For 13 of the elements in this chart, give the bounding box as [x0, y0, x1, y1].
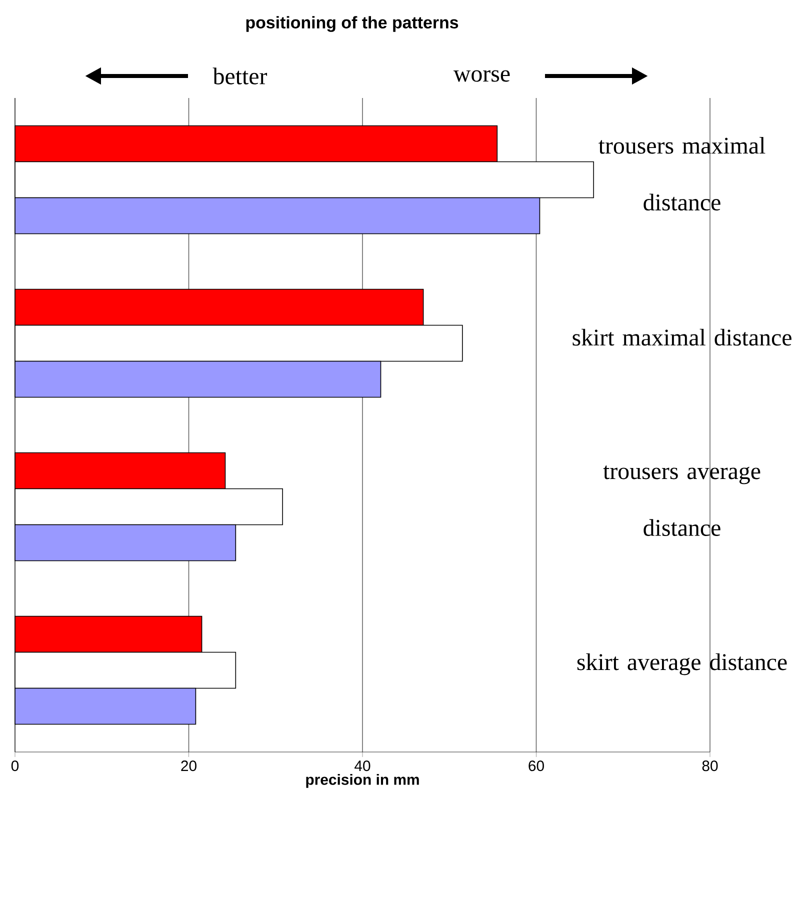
x-tick-label: 0	[11, 760, 19, 772]
x-tick-label: 80	[702, 760, 718, 772]
x-tick-label: 60	[528, 760, 544, 772]
chart-title: positioning of the patterns	[246, 16, 458, 32]
text: better	[212, 68, 268, 84]
x-tick-label: 40	[354, 760, 370, 772]
category-label: trousers average distance	[603, 466, 760, 536]
x-tick-label: 20	[181, 760, 196, 772]
category-label: trousers maximal distance	[598, 136, 766, 211]
x-axis-title: precision in mm	[306, 774, 419, 788]
y-tick-label: skirt maximal distance	[572, 328, 792, 346]
y-tick-label: skirt average distance	[577, 653, 787, 676]
text: worse	[453, 70, 510, 82]
